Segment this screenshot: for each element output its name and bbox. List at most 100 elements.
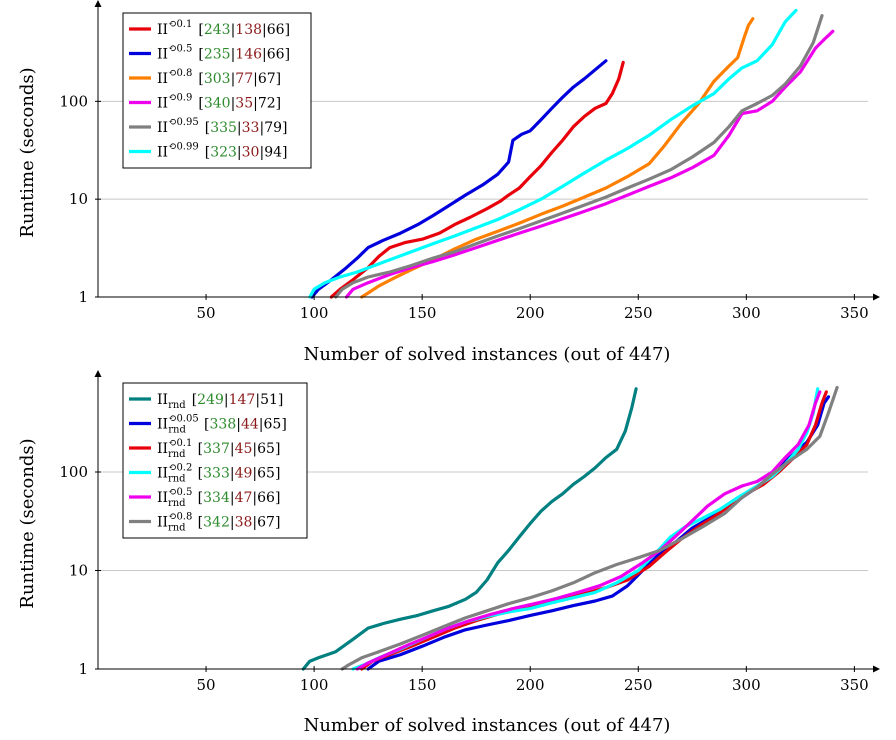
legend-entry: II⟲0.1 [243|138|66] (157, 19, 290, 38)
legend-other: 65 (264, 417, 282, 433)
legend-entry: II⟲0.8 rnd [342|38|67] (157, 512, 280, 534)
y-axis-arrow (94, 370, 102, 377)
legend-name: II (157, 466, 168, 482)
legend-name: II (157, 392, 168, 408)
legend-other: 66 (257, 490, 275, 506)
legend-name: II (157, 490, 168, 506)
x-tick-label: 50 (197, 304, 216, 322)
series-line-2 (360, 390, 828, 671)
legend-entry: II⟲0.1 rnd [337|45|65] (157, 438, 280, 460)
x-tick-label: 250 (624, 676, 653, 694)
y-tick-label: 100 (59, 463, 88, 481)
legend-name: II (157, 120, 168, 136)
legend-name: II (157, 417, 168, 433)
legend-other: 66 (267, 22, 285, 38)
y-axis-arrow (94, 0, 102, 7)
legend-best: 138 (235, 22, 262, 38)
legend-best: 44 (241, 417, 259, 433)
legend-other: 51 (260, 392, 278, 408)
legend-other: 72 (258, 96, 276, 112)
x-tick-label: 250 (624, 304, 653, 322)
legend-entry: IIrnd [249|147|51] (157, 392, 283, 411)
y-axis-label: Runtime (seconds) (17, 438, 38, 608)
y-tick-label: 10 (69, 190, 88, 208)
legend-name: II (157, 145, 168, 161)
series-line-0 (301, 387, 638, 671)
legend-name: II (157, 47, 168, 63)
legend-entry: II⟲0.8 [303|77|67] (157, 68, 281, 87)
legend-other: 67 (257, 515, 275, 531)
legend-subscript: rnd (168, 474, 186, 485)
legend-superscript: ⟲0.5 (168, 44, 192, 55)
series-line-0 (329, 60, 625, 299)
legend-name: II (157, 515, 168, 531)
x-tick-label: 150 (408, 304, 437, 322)
x-tick-label: 200 (516, 676, 545, 694)
legend-entry: II⟲0.5 rnd [334|47|66] (157, 487, 280, 509)
legend-best: 147 (229, 392, 256, 408)
x-tick-label: 300 (732, 676, 761, 694)
legend-superscript: ⟲0.8 (168, 68, 192, 79)
legend-box (122, 12, 312, 169)
legend-best: 45 (235, 441, 253, 457)
legend-solved: 340 (204, 96, 231, 112)
legend-subscript: rnd (168, 498, 186, 509)
legend-solved: 335 (210, 120, 237, 136)
series-line-2 (360, 17, 755, 299)
x-tick-label: 200 (516, 304, 545, 322)
series-line-3 (351, 387, 820, 671)
series-line-4 (334, 14, 824, 299)
legend-best: 77 (235, 71, 253, 87)
legend: IIrnd [249|147|51]II⟲0.05 rnd [338|44|65]II… (122, 382, 308, 539)
y-tick-label: 100 (59, 92, 88, 110)
x-tick-label: 100 (300, 676, 329, 694)
legend-superscript: ⟲0.05 (168, 414, 199, 425)
x-tick-label: 300 (732, 304, 761, 322)
x-axis-arrow (873, 293, 880, 301)
x-axis-label: Number of solved instances (out of 447) (304, 344, 671, 365)
legend-solved: 243 (204, 22, 231, 38)
legend-other: 66 (267, 47, 285, 63)
legend-superscript: ⟲0.1 (168, 438, 192, 449)
legend-superscript: ⟲0.9 (168, 93, 192, 104)
x-tick-label: 100 (300, 304, 329, 322)
series-line-1 (310, 59, 608, 299)
legend-superscript: ⟲0.95 (168, 117, 199, 128)
legend-box (122, 382, 308, 539)
legend-solved: 323 (210, 145, 237, 161)
y-tick-label: 10 (69, 561, 88, 579)
legend-solved: 338 (210, 417, 237, 433)
legend: II⟲0.1 [243|138|66]II⟲0.5 [235|146|66]II⟲0… (122, 12, 312, 169)
legend-name: II (157, 22, 168, 38)
legend-other: 65 (257, 441, 275, 457)
legend-solved: 337 (203, 441, 230, 457)
legend-best: 49 (235, 466, 253, 482)
series-line-4 (355, 390, 822, 671)
legend-best: 30 (242, 145, 260, 161)
x-tick-label: 50 (197, 676, 216, 694)
legend-name: II (157, 96, 168, 112)
legend-best: 33 (242, 120, 260, 136)
legend-superscript: ⟲0.8 (168, 512, 192, 523)
legend-solved: 235 (204, 47, 231, 63)
legend-solved: 303 (204, 71, 231, 87)
legend-superscript: ⟲0.5 (168, 487, 192, 498)
legend-entry: II⟲0.05 rnd [338|44|65] (157, 414, 287, 436)
legend-solved: 334 (203, 490, 230, 506)
y-tick-label: 1 (78, 660, 88, 678)
legend-solved: 249 (197, 392, 224, 408)
x-axis-arrow (873, 665, 880, 673)
x-axis-label: Number of solved instances (out of 447) (304, 715, 671, 736)
legend-subscript: rnd (168, 425, 186, 436)
chart-bottom: 50 100 150 200 250 300 350 1 10 100 Number of solv… (17, 370, 880, 736)
series-line-5 (308, 8, 798, 299)
x-tick-label: 350 (840, 304, 869, 322)
x-tick-label: 150 (408, 676, 437, 694)
legend-entry: II⟲0.9 [340|35|72] (157, 93, 281, 112)
legend-best: 47 (235, 490, 253, 506)
legend-superscript: ⟲0.2 (168, 463, 192, 474)
legend-entry: II⟲0.99 [323|30|94] (157, 142, 287, 161)
legend-name: II (157, 71, 168, 87)
y-axis-label: Runtime (seconds) (17, 67, 38, 237)
x-tick-label: 350 (840, 676, 869, 694)
